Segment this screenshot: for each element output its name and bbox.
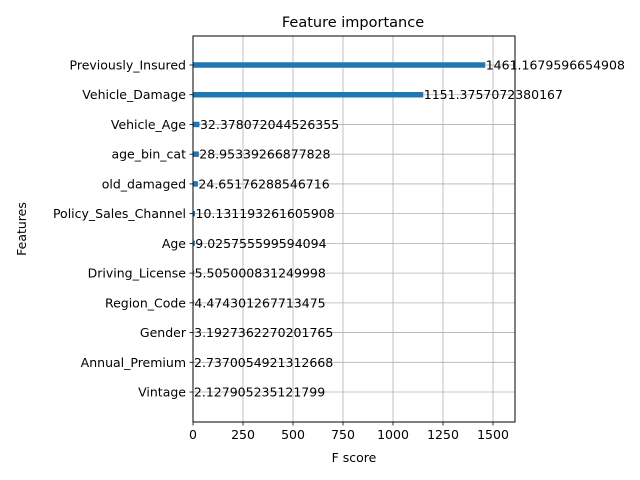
- value-label: 3.1927362270201765: [194, 325, 333, 340]
- bar-Previously_Insured: [193, 62, 486, 68]
- value-label: 2.7370054921312668: [194, 355, 333, 370]
- value-label: 32.378072044526355: [200, 117, 339, 132]
- bar-Vehicle_Age: [193, 121, 200, 128]
- x-tick-label: 1500: [477, 427, 509, 442]
- value-label: 10.131193261605908: [196, 206, 335, 221]
- y-tick-label: Policy_Sales_Channel: [53, 206, 186, 221]
- value-label: 1151.3757072380167: [424, 87, 563, 102]
- value-label: 9.025755599594094: [195, 236, 326, 251]
- y-axis-ticks: Previously_Insured Vehicle_Damage Vehicle_…: [53, 58, 193, 400]
- y-tick-label: Vehicle_Age: [111, 117, 186, 132]
- bars: [193, 62, 486, 395]
- y-tick-label: old_damaged: [102, 176, 186, 191]
- value-label: 24.65176288546716: [198, 176, 329, 191]
- y-axis-label: Features: [14, 202, 29, 256]
- x-tick-label: 250: [231, 427, 255, 442]
- plot-frame: [192, 35, 516, 423]
- y-tick-label: Previously_Insured: [70, 58, 186, 73]
- y-tick-label: Age: [162, 236, 186, 251]
- y-tick-label: Gender: [140, 325, 187, 340]
- x-axis-label: F score: [332, 450, 377, 465]
- y-tick-label: age_bin_cat: [111, 147, 186, 162]
- x-tick-label: 500: [281, 427, 305, 442]
- value-label: 1461.1679596654908: [486, 58, 625, 73]
- value-label: 4.474301267713475: [194, 295, 325, 310]
- bar-Policy_Sales_Channel: [193, 210, 196, 217]
- x-tick-label: 750: [331, 427, 355, 442]
- value-label: 5.505000831249998: [195, 266, 326, 281]
- value-label: 2.127905235121799: [194, 385, 325, 400]
- value-label: 28.95339266877828: [199, 147, 330, 162]
- bar-Vehicle_Damage: [193, 91, 424, 98]
- y-tick-label: Vintage: [138, 385, 186, 400]
- x-tick-label: 1250: [427, 427, 459, 442]
- y-tick-label: Driving_License: [88, 266, 187, 281]
- chart-title: Feature importance: [282, 15, 424, 31]
- y-tick-label: Vehicle_Damage: [82, 87, 186, 102]
- y-tick-label: Region_Code: [105, 295, 186, 310]
- bar-Driving_License: [193, 270, 195, 276]
- x-tick-label: 1000: [377, 427, 409, 442]
- bar-Age: [193, 240, 195, 247]
- value-labels: 1461.1679596654908 1151.3757072380167 32.3…: [194, 58, 625, 400]
- x-axis-ticks: 0 250 500 750 1000 1250 1500: [189, 422, 509, 442]
- x-tick-label: 0: [189, 427, 197, 442]
- grid-lines: [192, 36, 515, 422]
- y-tick-label: Annual_Premium: [81, 355, 186, 370]
- bar-age_bin_cat: [193, 151, 199, 157]
- bar-old_damaged: [193, 181, 198, 187]
